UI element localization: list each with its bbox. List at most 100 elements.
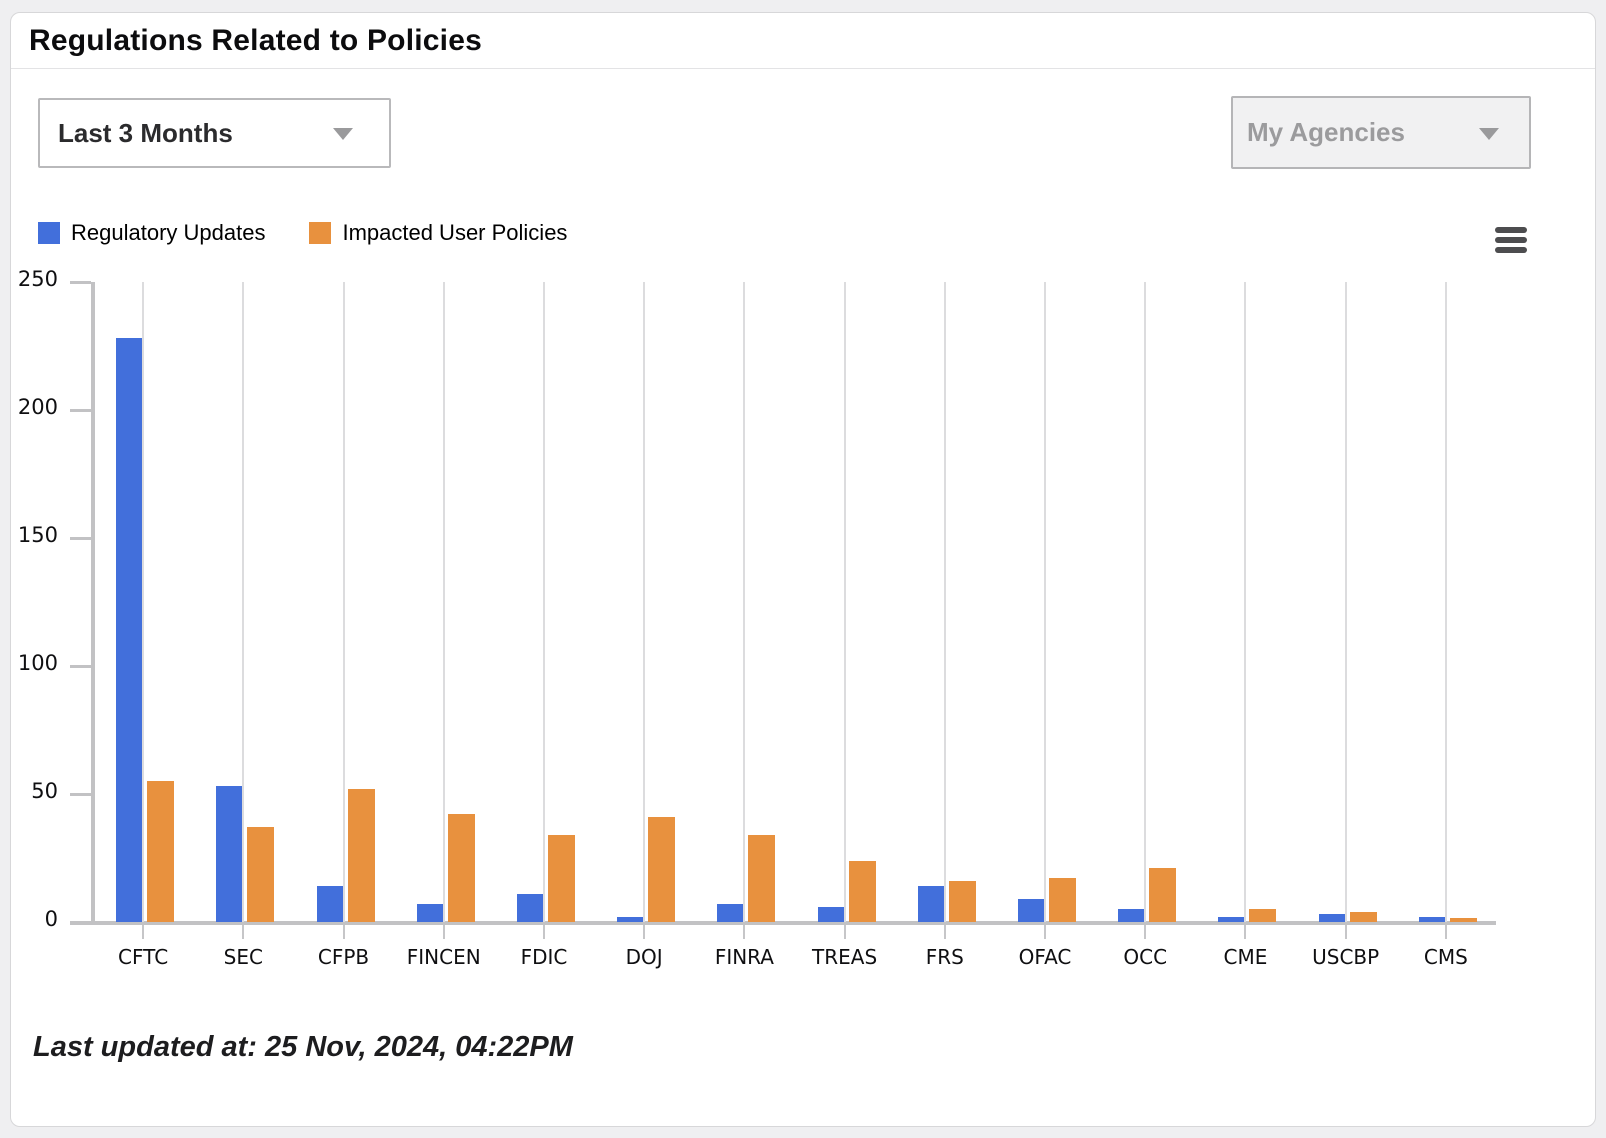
category-gridline (342, 282, 345, 922)
x-axis-label: TREAS (812, 945, 878, 969)
x-axis-label: DOJ (625, 945, 663, 969)
x-axis-tick (1244, 925, 1247, 939)
chart-plot-area: 0 50 100 150 200 250 CFTC SEC CFPB FINCEN FDIC DOJ F… (18, 267, 1496, 969)
hamburger-icon[interactable] (1495, 227, 1527, 254)
x-axis-tick (142, 925, 145, 939)
y-axis-label: 200 (17, 395, 58, 419)
hamburger-bar (1495, 247, 1527, 253)
x-axis-tick (1144, 925, 1147, 939)
bar-sec-impacted-user-policies (247, 827, 275, 922)
bar-frs-regulatory-updates (917, 886, 944, 922)
y-axis-tick (70, 793, 91, 796)
bar-cme-regulatory-updates (1218, 917, 1245, 922)
category-gridline (242, 282, 245, 922)
bar-uscbp-regulatory-updates (1318, 914, 1345, 922)
bar-sec-regulatory-updates (216, 786, 243, 922)
bar-uscbp-impacted-user-policies (1349, 912, 1377, 922)
bar-finra-regulatory-updates (717, 904, 744, 922)
category-gridline (542, 282, 545, 922)
bar-ofac-regulatory-updates (1018, 899, 1045, 922)
bar-fincen-impacted-user-policies (447, 814, 475, 922)
agencies-select[interactable]: My Agencies (1231, 96, 1531, 169)
legend-label: Impacted User Policies (342, 220, 568, 245)
x-axis-label: SEC (223, 945, 263, 969)
bar-cms-regulatory-updates (1418, 917, 1445, 922)
legend-item-regulatory-updates[interactable]: Regulatory Updates (38, 220, 265, 246)
y-axis-tick (70, 665, 91, 668)
y-axis-label: 250 (17, 267, 58, 291)
bar-cfpb-regulatory-updates (316, 886, 343, 922)
bar-ofac-impacted-user-policies (1049, 878, 1077, 922)
category-gridline (943, 282, 946, 922)
x-axis-label: FINCEN (406, 945, 481, 969)
chevron-down-icon (1479, 127, 1499, 140)
x-axis-label: OCC (1123, 945, 1168, 969)
x-axis-label: CFTC (118, 945, 169, 969)
x-axis-line (70, 921, 1496, 925)
chevron-down-icon (333, 128, 353, 140)
time-range-value: Last 3 Months (58, 117, 233, 148)
x-axis-label: FRS (925, 945, 964, 969)
category-gridline (1244, 282, 1247, 922)
bar-cms-impacted-user-policies (1449, 918, 1477, 922)
x-axis-tick (843, 925, 846, 939)
bar-treas-regulatory-updates (817, 907, 844, 922)
x-axis-label: OFAC (1018, 945, 1072, 969)
agencies-value: My Agencies (1247, 117, 1405, 147)
x-axis-label: FINRA (714, 945, 774, 969)
category-gridline (1044, 282, 1047, 922)
x-axis-tick (1444, 925, 1447, 939)
bar-occ-regulatory-updates (1118, 909, 1145, 922)
y-axis-label: 100 (17, 651, 58, 675)
page-title: Regulations Related to Policies (29, 24, 482, 57)
legend-swatch-icon (38, 222, 60, 244)
y-axis-line (91, 282, 95, 922)
regulations-widget-card: Regulations Related to Policies Last 3 M… (10, 12, 1596, 1127)
category-gridline (743, 282, 746, 922)
category-gridline (142, 282, 145, 922)
bar-doj-regulatory-updates (617, 917, 644, 922)
category-gridline (442, 282, 445, 922)
y-axis-label: 50 (31, 779, 58, 803)
x-axis-tick (643, 925, 646, 939)
x-axis-tick (542, 925, 545, 939)
bar-finra-impacted-user-policies (748, 835, 776, 922)
y-axis-tick (70, 281, 91, 284)
x-axis-tick (242, 925, 245, 939)
bar-frs-impacted-user-policies (948, 881, 976, 922)
category-gridline (1444, 282, 1447, 922)
legend-label: Regulatory Updates (71, 220, 266, 245)
x-axis-label: CFPB (317, 945, 370, 969)
legend-swatch-icon (309, 222, 332, 244)
y-axis-tick (70, 921, 91, 924)
card-header: Regulations Related to Policies (11, 13, 1595, 69)
x-axis-label: CMS (1423, 945, 1468, 969)
x-axis-tick (342, 925, 345, 939)
x-axis-label: CME (1223, 945, 1268, 969)
bar-fdic-regulatory-updates (516, 894, 543, 922)
y-axis-tick (70, 409, 91, 412)
bar-treas-impacted-user-policies (848, 861, 876, 922)
legend-item-impacted-user-policies[interactable]: Impacted User Policies (309, 220, 567, 246)
bar-fdic-impacted-user-policies (547, 835, 575, 922)
bar-fincen-regulatory-updates (416, 904, 443, 922)
x-axis-tick (442, 925, 445, 939)
y-axis-label: 0 (44, 907, 58, 931)
bar-cme-impacted-user-policies (1249, 909, 1277, 922)
category-gridline (643, 282, 646, 922)
x-axis-tick (943, 925, 946, 939)
bar-cftc-regulatory-updates (116, 338, 143, 922)
x-axis-tick (743, 925, 746, 939)
bar-cfpb-impacted-user-policies (347, 789, 375, 922)
x-axis-tick (1044, 925, 1047, 939)
bar-cftc-impacted-user-policies (147, 781, 175, 922)
time-range-select[interactable]: Last 3 Months (38, 98, 391, 168)
bar-occ-impacted-user-policies (1149, 868, 1177, 922)
x-axis-tick (1344, 925, 1347, 939)
category-gridline (843, 282, 846, 922)
category-gridline (1344, 282, 1347, 922)
y-axis-label: 150 (17, 523, 58, 547)
x-axis-label: FDIC (520, 945, 568, 969)
chart-legend: Regulatory Updates Impacted User Policies (38, 220, 567, 246)
last-updated-text: Last updated at: 25 Nov, 2024, 04:22PM (33, 1031, 573, 1063)
